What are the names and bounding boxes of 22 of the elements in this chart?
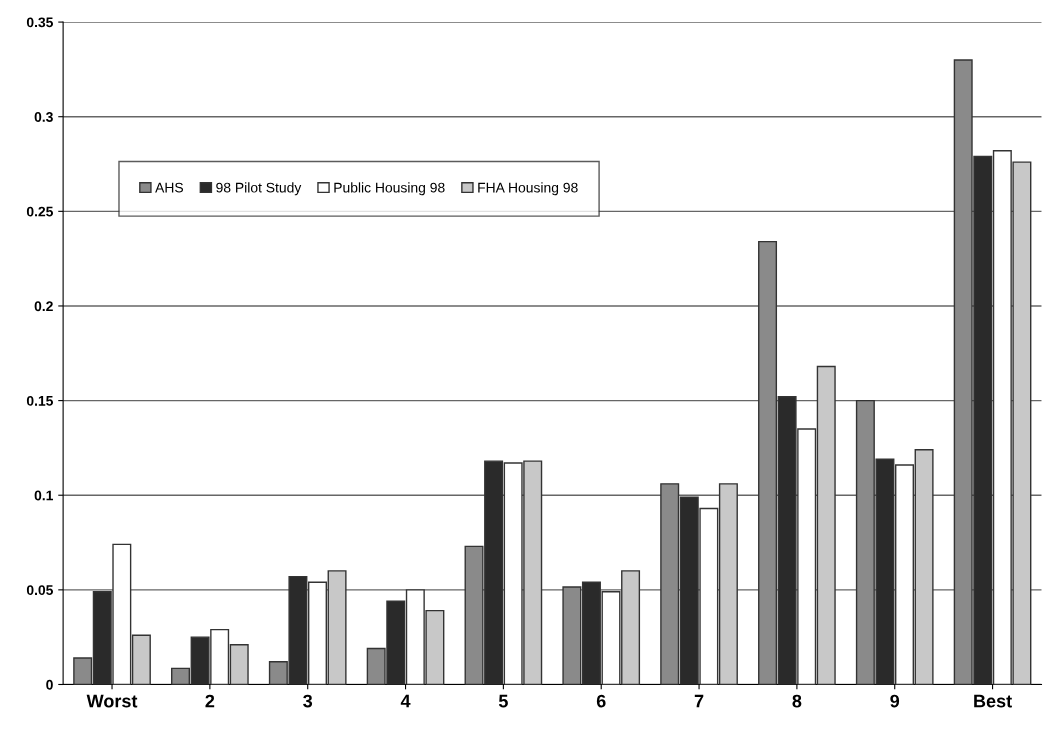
- x-tick-label: Best: [974, 694, 1012, 708]
- x-tick-label: 3: [303, 694, 313, 708]
- y-tick-label: 0.1: [34, 490, 54, 501]
- x-tick-label: 4: [400, 694, 411, 708]
- x-tick-label: 8: [792, 694, 802, 708]
- legend-label: AHS: [155, 182, 184, 193]
- x-tick-label: 2: [205, 694, 215, 708]
- legend-label: 98 Pilot Study: [216, 182, 302, 196]
- y-tick-label: 0.15: [26, 395, 54, 406]
- x-tick-label: Worst: [86, 694, 138, 708]
- x-tick-label: 9: [890, 694, 900, 708]
- y-tick-label: 0: [46, 679, 53, 690]
- y-tick-label: 0.05: [26, 585, 54, 596]
- y-tick-label: 0.35: [26, 17, 54, 28]
- y-tick-label: 0.3: [34, 112, 53, 122]
- x-tick-label: 5: [498, 694, 508, 708]
- x-tick-label: 6: [596, 694, 606, 708]
- x-tick-label: 7: [694, 694, 704, 708]
- y-tick-label: 0.25: [26, 206, 54, 217]
- y-tick-label: 0.2: [34, 301, 53, 312]
- legend-label: FHA Housing 98: [478, 182, 578, 196]
- legend-label: Public Housing 98: [334, 182, 445, 196]
